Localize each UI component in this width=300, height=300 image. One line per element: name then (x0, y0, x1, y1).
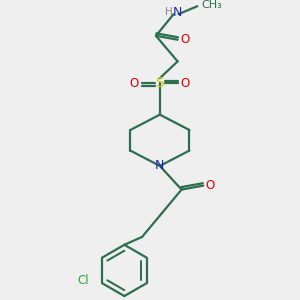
Text: O: O (206, 179, 215, 192)
Text: CH₃: CH₃ (201, 0, 222, 10)
Text: O: O (180, 33, 189, 46)
Text: O: O (181, 76, 190, 90)
Text: O: O (130, 76, 139, 90)
Text: Cl: Cl (78, 274, 89, 287)
Text: S: S (155, 76, 164, 90)
Text: H: H (165, 7, 172, 17)
Text: N: N (173, 6, 182, 19)
Text: N: N (155, 159, 164, 172)
